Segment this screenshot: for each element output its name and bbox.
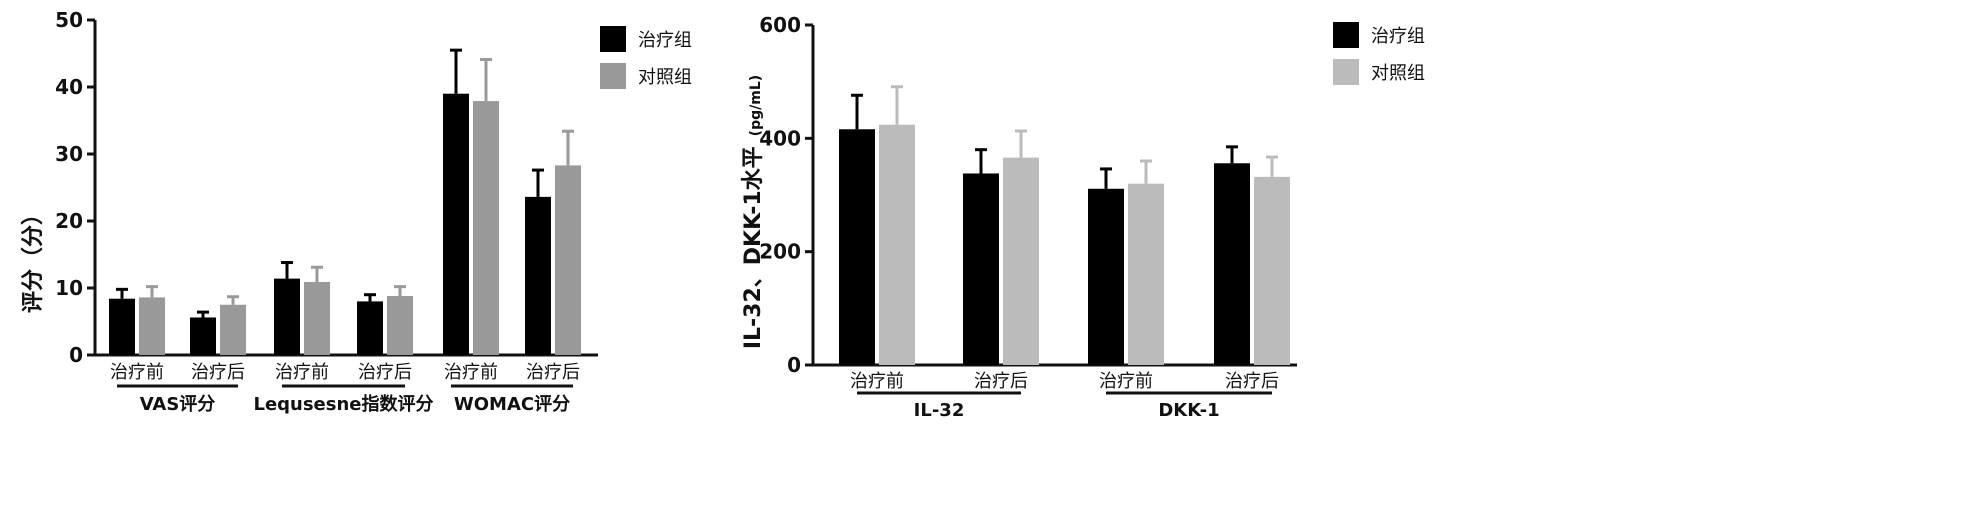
c1-y-tick-label: 40 [55, 75, 83, 99]
c2-y-tick-label: 0 [787, 353, 801, 377]
c2-category-label: 治疗前 [1099, 371, 1153, 392]
c1-y-tick-label: 0 [69, 343, 83, 367]
chart1-y-axis-label: 评分（分） [21, 203, 46, 313]
c2-y-tick-label: 600 [759, 13, 801, 37]
c1-y-tick-label: 20 [55, 209, 83, 233]
c2-category-label: 治疗前 [850, 371, 904, 392]
c1-bar [525, 196, 551, 355]
c1-group-label: Lequsesne指数评分 [253, 393, 433, 415]
c2-y-tick-label: 400 [759, 126, 801, 150]
c1-bar [139, 297, 165, 355]
c1-category-label: 治疗后 [191, 362, 245, 383]
c1-bar [555, 165, 581, 355]
c2-bar [879, 124, 915, 365]
c1-category-label: 治疗后 [358, 362, 412, 383]
chart2-y-axis-label-main: IL-32、DKK-1水平 [741, 146, 766, 349]
c1-y-tick-label: 50 [55, 8, 83, 32]
c2-bar [1128, 183, 1164, 365]
c1-bar [220, 304, 246, 355]
c1-legend-label: 治疗组 [638, 30, 692, 51]
c1-category-label: 治疗后 [526, 362, 580, 383]
c1-group-label: VAS评分 [140, 394, 216, 415]
c1-legend-swatch [600, 63, 626, 89]
c2-legend-label: 治疗组 [1371, 26, 1425, 47]
c2-category-label: 治疗后 [974, 371, 1028, 392]
c1-bar [473, 101, 499, 355]
c2-bar [1088, 188, 1124, 365]
chart-scores: 评分（分） 0 10 20 30 40 50 治疗前 治疗后 治疗前 治疗后 治疗前 治疗后 VAS… [21, 8, 692, 415]
c2-bar [1003, 157, 1039, 365]
chart2-y-axis-label: IL-32、DKK-1水平 (pg/mL) [741, 75, 766, 349]
c1-bar [443, 93, 469, 355]
c1-bar [304, 281, 330, 355]
c2-group-label: DKK-1 [1158, 400, 1219, 421]
c2-group-label: IL-32 [914, 400, 965, 421]
c2-y-tick-label: 200 [759, 240, 801, 264]
c2-category-label: 治疗后 [1225, 371, 1279, 392]
chart2-y-axis-label-unit: (pg/mL) [748, 75, 764, 136]
c2-bar [839, 129, 875, 365]
c2-legend-swatch [1333, 59, 1359, 85]
c1-y-tick-label: 30 [55, 142, 83, 166]
c1-legend-label: 对照组 [638, 67, 692, 88]
c1-y-tick-label: 10 [55, 276, 83, 300]
c1-legend-swatch [600, 26, 626, 52]
c1-bar [274, 278, 300, 355]
c2-legend-swatch [1333, 22, 1359, 48]
c2-bar [1254, 176, 1290, 365]
c1-category-label: 治疗前 [275, 362, 329, 383]
c1-bar [357, 301, 383, 355]
c1-bar [109, 298, 135, 355]
c1-bar [387, 296, 413, 355]
c1-category-label: 治疗前 [110, 362, 164, 383]
c2-legend-label: 对照组 [1371, 63, 1425, 84]
c1-group-label: WOMAC评分 [454, 394, 570, 415]
c1-category-label: 治疗前 [444, 362, 498, 383]
chart-il32-dkk1: IL-32、DKK-1水平 (pg/mL) 0 200 400 600 治疗前 治疗后 治… [741, 13, 1425, 421]
c2-bar [1214, 163, 1250, 365]
c2-bar [963, 173, 999, 365]
c1-bar [190, 317, 216, 355]
